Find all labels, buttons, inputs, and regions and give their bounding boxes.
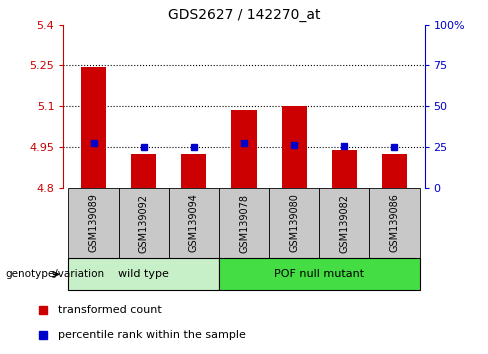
Text: GSM139094: GSM139094 — [189, 194, 199, 252]
FancyBboxPatch shape — [169, 188, 219, 258]
FancyBboxPatch shape — [219, 258, 420, 290]
Text: GSM139080: GSM139080 — [289, 194, 299, 252]
Text: genotype/variation: genotype/variation — [5, 269, 104, 279]
Text: transformed count: transformed count — [59, 305, 162, 315]
Title: GDS2627 / 142270_at: GDS2627 / 142270_at — [168, 8, 320, 22]
Text: wild type: wild type — [118, 269, 169, 279]
Text: GSM139089: GSM139089 — [88, 194, 99, 252]
FancyBboxPatch shape — [319, 188, 369, 258]
Bar — [81, 67, 106, 188]
FancyBboxPatch shape — [219, 188, 269, 258]
Text: percentile rank within the sample: percentile rank within the sample — [59, 330, 246, 339]
Text: GSM139092: GSM139092 — [139, 194, 149, 252]
Bar — [231, 110, 257, 188]
Bar — [131, 154, 156, 188]
Bar — [282, 106, 306, 188]
Text: GSM139086: GSM139086 — [389, 194, 400, 252]
Text: GSM139082: GSM139082 — [339, 194, 349, 252]
FancyBboxPatch shape — [269, 188, 319, 258]
Bar — [382, 154, 407, 188]
FancyBboxPatch shape — [68, 258, 219, 290]
FancyBboxPatch shape — [369, 188, 420, 258]
Bar — [182, 154, 206, 188]
FancyBboxPatch shape — [119, 188, 169, 258]
Text: POF null mutant: POF null mutant — [274, 269, 365, 279]
Text: GSM139078: GSM139078 — [239, 194, 249, 252]
FancyBboxPatch shape — [68, 188, 119, 258]
Bar — [332, 150, 357, 188]
